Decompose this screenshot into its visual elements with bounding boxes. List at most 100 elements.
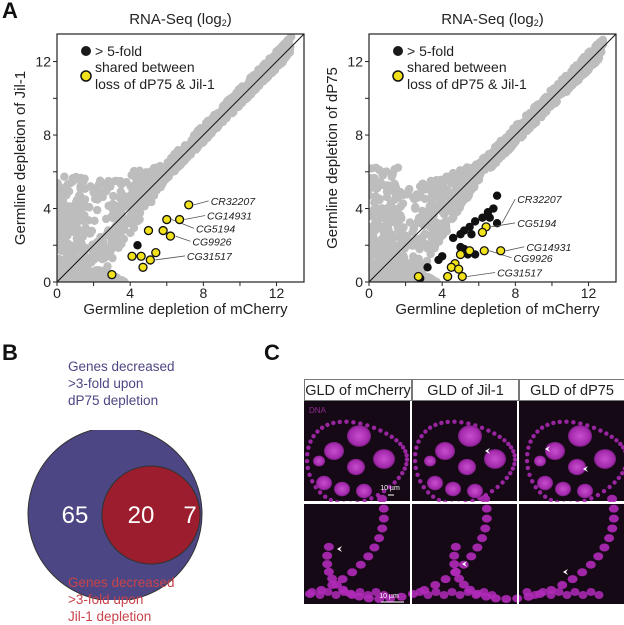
follicle-nucleus bbox=[369, 496, 374, 501]
arrowhead-marker bbox=[563, 569, 568, 575]
shared-point bbox=[162, 214, 172, 225]
x-tick-label: 0 bbox=[53, 285, 61, 301]
nurse-cell-nucleus bbox=[334, 481, 350, 497]
follicle-nucleus bbox=[504, 475, 510, 481]
follicle-nucleus bbox=[306, 445, 311, 450]
fivefold-point bbox=[133, 241, 142, 250]
channel-label-dna: DNA bbox=[309, 406, 327, 415]
background-point bbox=[418, 206, 427, 216]
background-point bbox=[375, 195, 384, 205]
fivefold-point bbox=[485, 213, 494, 222]
background-point bbox=[552, 84, 561, 94]
background-point bbox=[430, 205, 440, 214]
follicle-nucleus bbox=[601, 489, 607, 494]
follicle-nucleus bbox=[414, 445, 419, 450]
micrograph-tile bbox=[304, 401, 410, 506]
background-point bbox=[426, 249, 435, 259]
background-point bbox=[135, 208, 145, 217]
x-tick-label: 4 bbox=[126, 285, 134, 301]
nurse-cell-nucleus bbox=[458, 458, 476, 476]
follicle-nucleus bbox=[378, 514, 389, 523]
follicle-nucleus bbox=[591, 425, 597, 430]
background-point bbox=[386, 234, 395, 244]
shared-point bbox=[477, 227, 488, 238]
annotation-leader bbox=[467, 272, 496, 277]
y-tick-label: 0 bbox=[43, 274, 51, 290]
background-point bbox=[94, 180, 104, 189]
follicle-nucleus bbox=[439, 420, 444, 426]
scale-bar-label-bottom: 10 µm bbox=[379, 593, 399, 600]
legend-marker-fivefold bbox=[81, 46, 91, 56]
background-points bbox=[369, 35, 608, 282]
background-point bbox=[282, 36, 292, 46]
background-point bbox=[570, 64, 579, 73]
background-point bbox=[239, 92, 248, 101]
shared-point bbox=[143, 225, 154, 236]
micro-header-dp75: GLD of dP75 bbox=[519, 379, 624, 401]
venn-count-dp75-only: 65 bbox=[62, 502, 89, 529]
background-point bbox=[552, 97, 561, 106]
background-point bbox=[369, 232, 378, 242]
background-point bbox=[385, 203, 394, 213]
follicle-nucleus bbox=[337, 575, 348, 584]
background-point bbox=[442, 202, 451, 211]
follicle-nucleus bbox=[322, 551, 333, 560]
follicle-nucleus bbox=[585, 423, 590, 428]
background-point bbox=[471, 176, 480, 186]
follicle-nucleus bbox=[331, 591, 341, 599]
follicle-nucleus bbox=[512, 453, 517, 458]
background-point bbox=[411, 237, 421, 246]
y-axis-label: Germline depletion of dP75 bbox=[324, 67, 341, 249]
background-point bbox=[410, 195, 419, 204]
follicle-nucleus bbox=[431, 494, 436, 499]
background-point bbox=[202, 128, 211, 138]
micrograph-tile bbox=[449, 494, 624, 604]
follicle-nucleus bbox=[525, 465, 531, 471]
background-point bbox=[234, 98, 243, 107]
background-point bbox=[151, 185, 160, 195]
follicle-nucleus bbox=[466, 421, 471, 426]
follicle-nucleus bbox=[387, 484, 392, 490]
follicle-nucleus bbox=[421, 484, 426, 490]
panel-letter-b: B bbox=[2, 340, 18, 365]
arrowhead-marker bbox=[485, 448, 490, 454]
background-point bbox=[264, 70, 274, 80]
follicle-nucleus bbox=[328, 497, 334, 503]
follicle-nucleus bbox=[338, 585, 349, 594]
background-point bbox=[254, 71, 263, 80]
background-point bbox=[245, 76, 254, 85]
x-tick-label: 12 bbox=[269, 285, 285, 301]
gene-label: CG14931 bbox=[207, 211, 252, 223]
follicle-nucleus bbox=[355, 560, 366, 569]
nurse-cell-nucleus bbox=[545, 442, 565, 460]
nurse-cell-nucleus bbox=[347, 425, 371, 447]
annotation-leader bbox=[501, 198, 516, 224]
follicle-nucleus bbox=[319, 425, 325, 430]
follicle-nucleus bbox=[365, 423, 370, 428]
follicle-nucleus bbox=[466, 552, 477, 561]
follicle-nucleus bbox=[404, 457, 410, 462]
background-point bbox=[132, 177, 142, 186]
background-point bbox=[445, 173, 455, 183]
follicle-nucleus bbox=[454, 574, 465, 583]
background-point bbox=[103, 181, 112, 190]
y-tick-label: 8 bbox=[355, 127, 363, 143]
background-point bbox=[382, 182, 391, 191]
follicle-nucleus bbox=[354, 592, 365, 601]
background-point bbox=[126, 182, 135, 191]
follicle-nucleus bbox=[377, 524, 388, 533]
x-tick-label: 0 bbox=[365, 285, 373, 301]
follicle-nucleus bbox=[604, 431, 609, 436]
follicle-nucleus bbox=[545, 422, 550, 428]
follicle-nucleus bbox=[400, 470, 405, 476]
follicle-nucleus bbox=[551, 420, 556, 426]
follicle-nucleus bbox=[530, 479, 535, 484]
nurse-cell-nucleus bbox=[316, 475, 332, 491]
annotation-leader bbox=[505, 246, 525, 252]
background-point bbox=[384, 218, 393, 228]
background-point bbox=[75, 191, 85, 200]
background-point bbox=[369, 277, 377, 282]
follicle-nucleus bbox=[620, 470, 624, 476]
background-point bbox=[221, 100, 231, 110]
follicle-nucleus bbox=[317, 490, 323, 495]
